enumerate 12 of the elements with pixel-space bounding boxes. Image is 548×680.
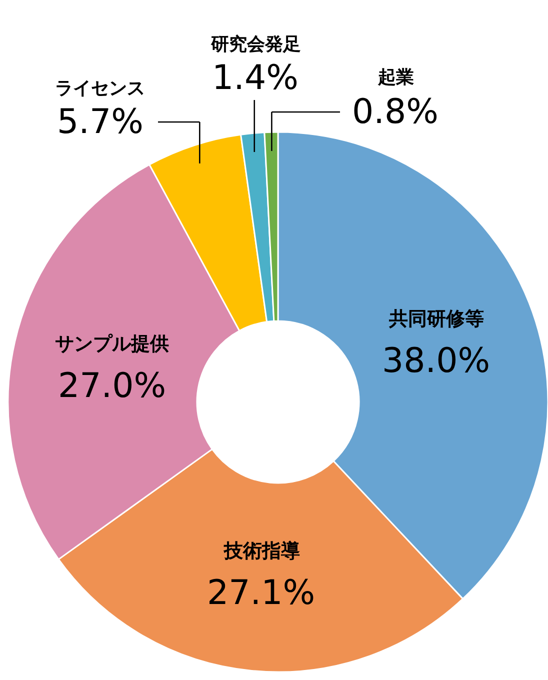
- data-label: 5.7%: [57, 102, 144, 142]
- slice-label: 共同研修等: [388, 308, 484, 330]
- data-label: 38.0%: [382, 341, 490, 381]
- data-label: 0.8%: [352, 92, 438, 132]
- slice-label: 技術指導: [223, 540, 300, 562]
- slice-label: サンプル提供: [55, 333, 169, 355]
- data-label: 1.4%: [212, 58, 298, 98]
- data-label: 27.0%: [58, 366, 166, 406]
- data-label: 27.1%: [207, 573, 316, 613]
- slice-label: 起業: [377, 67, 414, 88]
- slice-label: 研究会発足: [210, 34, 301, 55]
- slice-label: ライセンス: [55, 78, 145, 99]
